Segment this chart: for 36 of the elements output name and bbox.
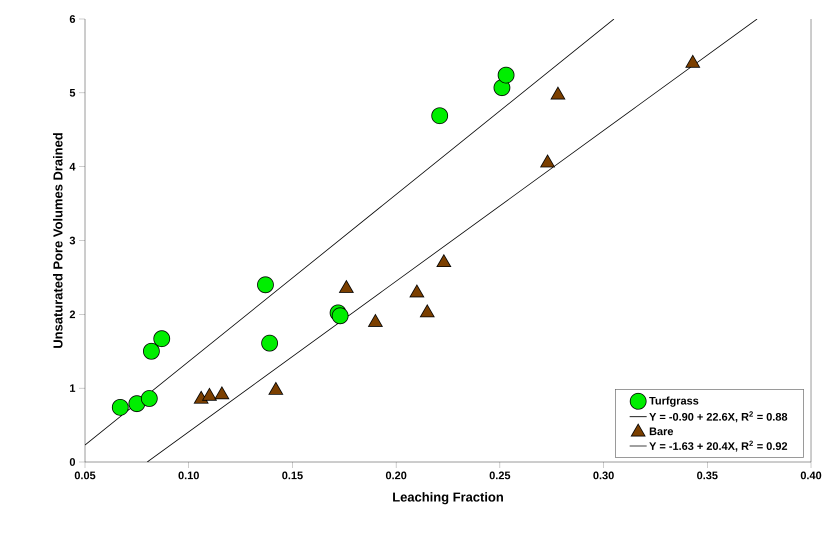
point (410, 284, 424, 298)
point (420, 304, 435, 318)
y-tick-label: 6 (70, 15, 76, 23)
x-axis-title: Leaching Fraction (393, 492, 503, 504)
point (685, 54, 700, 68)
y-tick-label: 1 (70, 384, 76, 392)
point (257, 276, 274, 294)
point (540, 154, 555, 168)
x-tick-label: 0.35 (697, 472, 718, 480)
legend-label: Y = -0.90 + 22.6X, R$^{2}$ = 0.88 (649, 411, 788, 422)
legend-label: Y = -1.63 + 20.4X, R$^{2}$ = 0.92 (649, 440, 788, 452)
legend-label: Bare (650, 428, 674, 436)
point (436, 254, 452, 268)
point (112, 398, 129, 416)
x-tick-label: 0.10 (178, 472, 199, 480)
y-tick-label: 0 (70, 458, 76, 466)
y-axis-title: Unsaturated Pore Volumes Drained (53, 133, 63, 348)
point (261, 334, 278, 352)
point (332, 307, 349, 324)
x-tick-label: 0.40 (800, 472, 822, 480)
y-tick-label: 4 (70, 162, 76, 170)
point (153, 330, 170, 348)
x-tick-label: 0.25 (490, 472, 510, 480)
x-tick-label: 0.15 (282, 472, 303, 480)
x-tick-label: 0.05 (74, 472, 96, 480)
point (368, 314, 383, 327)
y-tick-label: 2 (70, 310, 76, 318)
x-tick-label: 0.20 (386, 472, 406, 480)
x-tick-label: 0.30 (593, 472, 614, 480)
legend-label: Turfgrass (649, 396, 698, 407)
y-tick-label: 5 (70, 89, 76, 97)
point (550, 86, 566, 100)
y-tick-label: 3 (70, 236, 76, 244)
point (142, 342, 160, 360)
point (339, 280, 354, 293)
point (140, 390, 158, 407)
